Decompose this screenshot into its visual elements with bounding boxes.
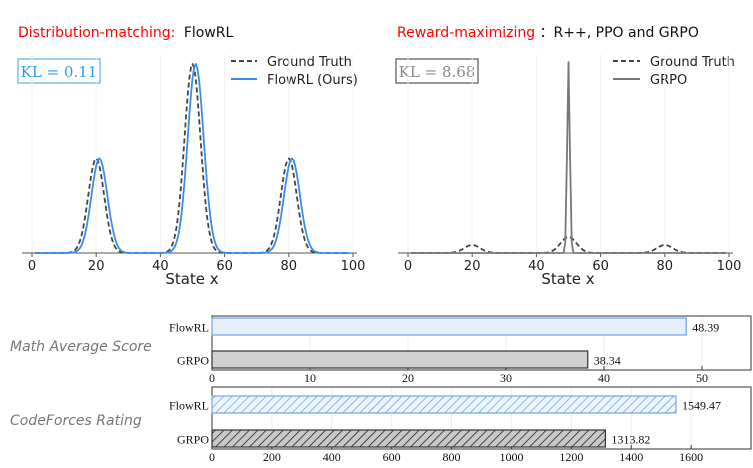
bar-value-label: 48.39 [692, 321, 719, 335]
left-title-rest: FlowRL [184, 25, 234, 41]
bar-value-label: 1549.47 [682, 399, 721, 413]
bar-flowrl [211, 395, 677, 414]
series-line-grpo [411, 61, 726, 254]
right-title-rest: ：R++, PPO and GRPO [540, 25, 699, 41]
left-title-highlight: Distribution-matching: [18, 25, 175, 41]
left-plot-title: Distribution-matching: FlowRL [18, 25, 234, 41]
x-tick-label: 800 [443, 450, 461, 464]
x-tick-label: 20 [88, 259, 105, 274]
x-tick-label: 1200 [559, 450, 583, 464]
x-tick-label: 80 [657, 259, 674, 274]
bar-value-label: 1313.82 [611, 433, 650, 447]
left-kl-annotation: KL = 0.11 [21, 63, 98, 81]
x-tick-label: 20 [464, 259, 481, 274]
right-kl-box [395, 58, 479, 84]
bar-category-label: FlowRL [169, 399, 209, 413]
plot-frame [211, 386, 752, 450]
x-tick-label: 200 [263, 450, 281, 464]
series-line-ground-truth [411, 236, 726, 254]
left-x-axis-label: State x [165, 270, 218, 288]
legend-ground-truth-label: Ground Truth [650, 55, 735, 70]
x-tick-label: 1600 [679, 450, 703, 464]
x-tick-label: 60 [216, 259, 233, 274]
right-x-axis-label: State x [541, 270, 594, 288]
right-kl-annotation: KL = 8.68 [399, 63, 476, 81]
codeforces-label: CodeForces Rating [10, 413, 142, 429]
legend-grpo-label: GRPO [650, 73, 687, 88]
x-tick-label: 30 [500, 371, 512, 385]
x-tick-label: 400 [323, 450, 341, 464]
legend-ground-truth-label: Ground Truth [267, 55, 352, 70]
x-tick-label: 80 [281, 259, 298, 274]
bar-category-label: FlowRL [169, 321, 209, 335]
bar-value-label: 38.34 [594, 354, 621, 368]
x-tick-label: 40 [598, 371, 610, 385]
bar-grpo [211, 429, 607, 448]
bar-category-label: GRPO [177, 433, 209, 447]
x-tick-label: 50 [696, 371, 708, 385]
x-tick-label: 100 [341, 259, 366, 274]
x-tick-label: 100 [717, 259, 742, 274]
x-tick-label: 1000 [499, 450, 523, 464]
series-line-flowrl-ours [35, 63, 350, 254]
x-tick-label: 0 [209, 450, 215, 464]
legend-flowrl-label: FlowRL (Ours) [267, 73, 358, 88]
x-tick-label: 60 [592, 259, 609, 274]
x-tick-label: 0 [28, 259, 36, 274]
right-title-highlight: Reward-maximizing [397, 25, 535, 41]
bar-category-label: GRPO [177, 354, 209, 368]
bar-flowrl [211, 317, 687, 336]
math-score-label: Math Average Score [10, 339, 152, 355]
x-tick-label: 0 [209, 371, 215, 385]
x-tick-label: 600 [383, 450, 401, 464]
x-tick-label: 1400 [619, 450, 643, 464]
bar-grpo [211, 350, 589, 369]
x-tick-label: 10 [304, 371, 316, 385]
x-tick-label: 20 [402, 371, 414, 385]
series-line-ground-truth [35, 63, 350, 254]
x-tick-label: 40 [528, 259, 545, 274]
chart-marks: 0 20 40 60 80 100 0 20 40 60 80 1000 10 20 30 40 5048.39… [22, 54, 752, 464]
x-tick-label: 40 [152, 259, 169, 274]
right-plot-title: Reward-maximizing ：R++, PPO and GRPO [397, 25, 699, 41]
plot-frame [211, 315, 752, 371]
x-tick-label: 0 [404, 259, 412, 274]
